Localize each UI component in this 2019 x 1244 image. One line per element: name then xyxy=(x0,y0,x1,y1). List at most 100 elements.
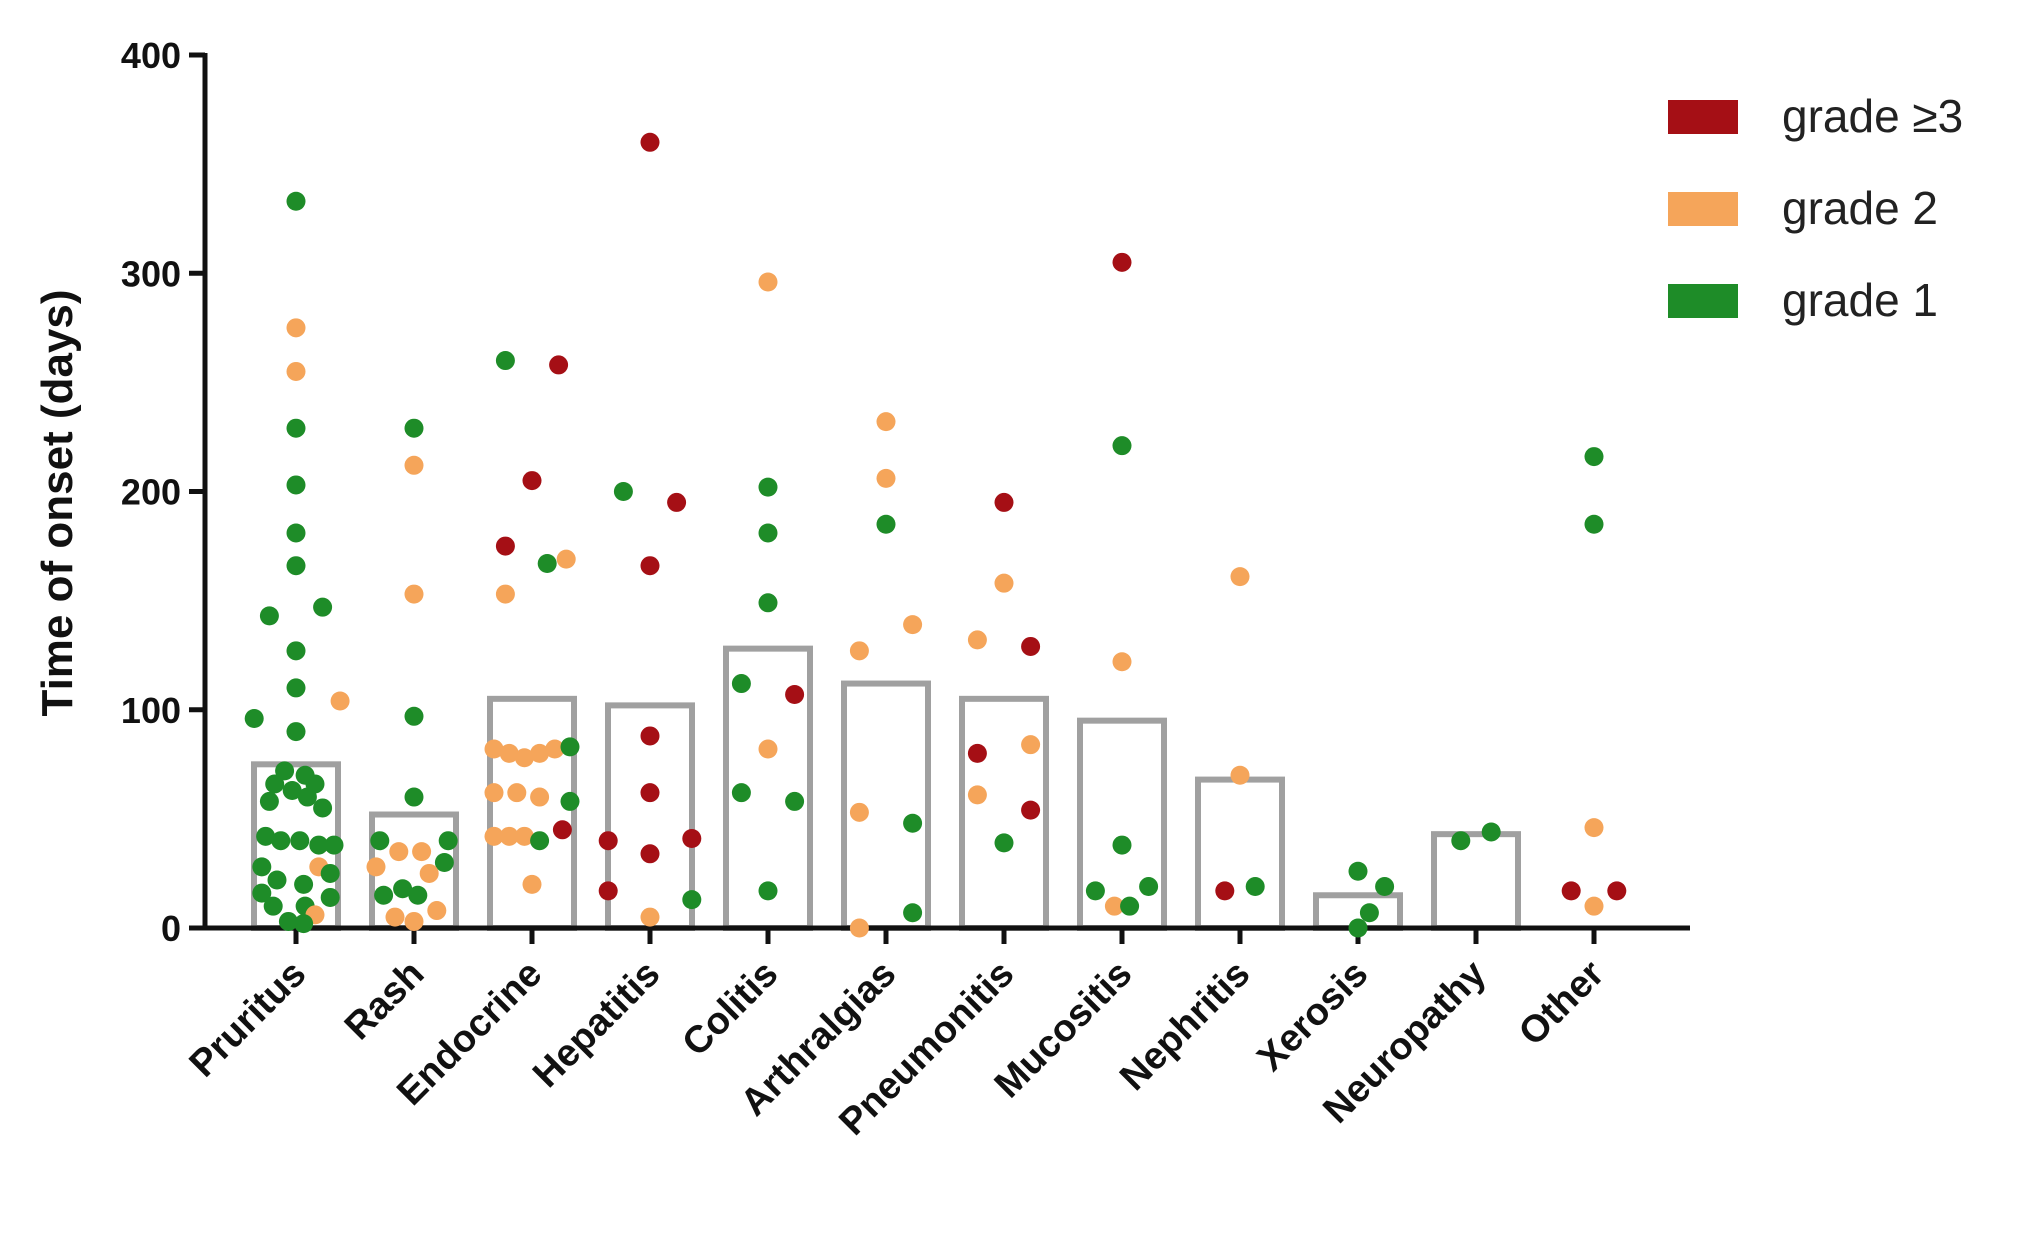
point-g1 xyxy=(731,783,751,803)
point-g2 xyxy=(514,748,534,768)
point-g1 xyxy=(560,737,580,757)
legend-swatch-g2 xyxy=(1668,192,1738,226)
point-g1 xyxy=(1584,514,1604,534)
point-g1 xyxy=(286,556,306,576)
y-tick-label: 0 xyxy=(161,908,181,949)
point-g1 xyxy=(259,791,279,811)
point-g2 xyxy=(758,739,778,759)
point-g3 xyxy=(640,783,660,803)
point-g3 xyxy=(1607,881,1627,901)
point-g1 xyxy=(313,597,333,617)
point-g2 xyxy=(545,739,565,759)
point-g1 xyxy=(404,706,424,726)
point-g1 xyxy=(370,831,390,851)
point-g3 xyxy=(682,829,702,849)
point-g1 xyxy=(404,787,424,807)
point-g1 xyxy=(294,874,314,894)
point-g2 xyxy=(385,907,405,927)
point-g1 xyxy=(1112,436,1132,456)
point-g3 xyxy=(1021,636,1041,656)
point-g2 xyxy=(640,907,660,927)
point-g1 xyxy=(994,833,1014,853)
bar-nephritis xyxy=(1195,776,1285,932)
point-g1 xyxy=(1375,877,1395,897)
point-g3 xyxy=(1112,252,1132,272)
axes-layer xyxy=(202,53,1690,931)
point-g1 xyxy=(1245,877,1265,897)
point-g2 xyxy=(389,842,409,862)
point-g1 xyxy=(282,781,302,801)
point-g3 xyxy=(967,743,987,763)
point-g2 xyxy=(499,826,519,846)
point-g1 xyxy=(286,523,306,543)
point-g2 xyxy=(1104,896,1124,916)
point-g3 xyxy=(495,536,515,556)
point-g1 xyxy=(785,791,805,811)
point-g1 xyxy=(682,890,702,910)
x-tick-label: Hepatitis xyxy=(525,953,668,1096)
legend-label-g1: grade 1 xyxy=(1782,274,1938,326)
point-g1 xyxy=(613,482,633,501)
x-tick-label: Other xyxy=(1511,953,1613,1055)
point-g2 xyxy=(903,615,923,635)
point-g1 xyxy=(244,708,264,728)
point-g1 xyxy=(903,813,923,833)
point-g1 xyxy=(313,798,333,818)
point-g2 xyxy=(1584,818,1604,838)
y-ticks: 0 100 200 300 400 xyxy=(121,35,205,949)
point-g2 xyxy=(967,630,987,650)
legend-swatch-g3 xyxy=(1668,100,1738,134)
point-g1 xyxy=(267,870,287,890)
point-g2 xyxy=(1021,735,1041,755)
point-g1 xyxy=(290,831,310,851)
point-g3 xyxy=(1561,881,1581,901)
point-g1 xyxy=(876,514,896,534)
point-g2 xyxy=(1584,896,1604,916)
point-g1 xyxy=(758,881,778,901)
point-g1 xyxy=(903,903,923,923)
point-g3 xyxy=(640,726,660,746)
x-tick-label: Colitis xyxy=(675,953,787,1065)
x-tick-label: Nephritis xyxy=(1112,953,1258,1099)
point-g1 xyxy=(1348,918,1368,938)
y-tick-label: 300 xyxy=(121,253,181,294)
point-g3 xyxy=(522,471,542,491)
legend-label-g2: grade 2 xyxy=(1782,182,1938,234)
point-g3 xyxy=(640,132,660,152)
legend-swatch-g1 xyxy=(1668,284,1738,318)
point-g2 xyxy=(876,412,896,432)
point-g1 xyxy=(1359,903,1379,923)
point-g2 xyxy=(994,573,1014,593)
point-g2 xyxy=(849,918,869,938)
point-g1 xyxy=(434,853,454,873)
point-g1 xyxy=(374,885,394,905)
point-g2 xyxy=(330,691,350,711)
point-g3 xyxy=(667,492,687,512)
y-axis-title: Time of onset (days) xyxy=(33,289,82,716)
point-g2 xyxy=(849,641,869,661)
point-g3 xyxy=(598,881,618,901)
point-g1 xyxy=(286,191,306,211)
x-tick-label: Pruritus xyxy=(182,953,315,1086)
point-g2 xyxy=(876,468,896,488)
point-g2 xyxy=(419,863,439,883)
point-g2 xyxy=(427,901,447,921)
point-g2 xyxy=(484,739,504,759)
point-g2 xyxy=(484,783,504,803)
point-g1 xyxy=(408,885,428,905)
point-g1 xyxy=(537,554,557,574)
point-g1 xyxy=(438,831,458,851)
point-g1 xyxy=(286,678,306,698)
point-g2 xyxy=(556,549,576,569)
x-tick-label: Rash xyxy=(337,953,432,1048)
point-g1 xyxy=(294,914,314,934)
point-g2 xyxy=(286,361,306,381)
point-g2 xyxy=(530,787,550,807)
point-g1 xyxy=(1120,896,1140,916)
point-g3 xyxy=(549,355,569,375)
point-g1 xyxy=(495,351,515,371)
point-g1 xyxy=(259,606,279,626)
point-g2 xyxy=(404,455,424,475)
